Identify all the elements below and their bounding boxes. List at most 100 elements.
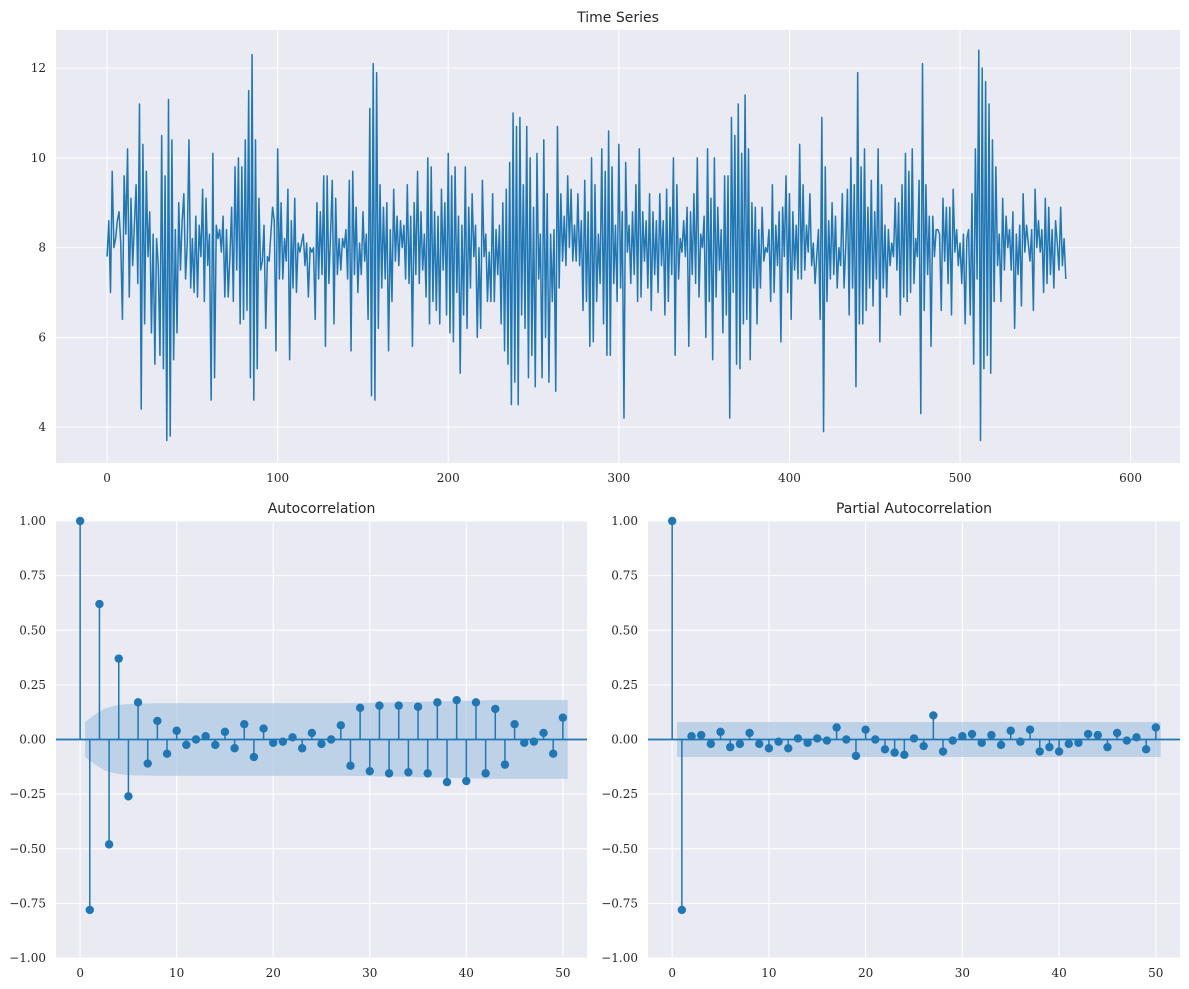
partial-autocorrelation-point bbox=[1132, 733, 1141, 742]
autocorrelation-point bbox=[491, 704, 500, 714]
autocorrelation-marks bbox=[56, 516, 587, 915]
partial-autocorrelation-point bbox=[755, 739, 764, 749]
autocorrelation-point bbox=[404, 768, 413, 777]
autocorrelation-point bbox=[278, 737, 288, 746]
autocorrelation-point bbox=[153, 716, 162, 726]
partial-autocorrelation-point bbox=[793, 734, 803, 743]
autocorrelation-point bbox=[433, 698, 442, 707]
partial-autocorrelation-point bbox=[871, 735, 880, 744]
time-series-xtick-label: 400 bbox=[778, 471, 801, 485]
autocorrelation-point bbox=[317, 739, 326, 749]
autocorrelation-point bbox=[365, 766, 374, 776]
partial-autocorrelation-xtick-label: 0 bbox=[668, 966, 676, 980]
partial-autocorrelation-point bbox=[880, 745, 890, 754]
autocorrelation-point bbox=[85, 905, 94, 915]
time-series-ytick-label: 12 bbox=[31, 61, 46, 75]
partial-autocorrelation-point bbox=[745, 728, 754, 738]
partial-autocorrelation-point bbox=[1141, 745, 1151, 754]
autocorrelation-ytick-label: −0.50 bbox=[9, 842, 46, 856]
partial-autocorrelation-point bbox=[842, 735, 851, 744]
autocorrelation-point bbox=[307, 728, 317, 738]
autocorrelation-xtick-label: 30 bbox=[362, 966, 377, 980]
autocorrelation-point bbox=[288, 733, 297, 742]
partial-autocorrelation-point bbox=[958, 732, 967, 741]
partial-autocorrelation-point bbox=[1064, 739, 1073, 749]
autocorrelation-point bbox=[500, 760, 510, 769]
partial-autocorrelation-ytick-label: 0.00 bbox=[611, 733, 638, 747]
autocorrelation-point bbox=[336, 721, 346, 730]
autocorrelation-point bbox=[95, 599, 104, 609]
autocorrelation-xtick-label: 0 bbox=[76, 966, 84, 980]
autocorrelation-xtick-label: 10 bbox=[169, 966, 184, 980]
partial-autocorrelation-point bbox=[938, 747, 948, 756]
autocorrelation-tick-labels: 0 10 20 30 40 50 −1.00 −0.75 −0.50 −0.25 0.00 0.25 0… bbox=[9, 514, 570, 980]
partial-autocorrelation-point bbox=[996, 740, 1006, 750]
time-series-ytick-label: 10 bbox=[31, 151, 46, 165]
partial-autocorrelation-ytick-label: 0.75 bbox=[611, 569, 638, 583]
partial-autocorrelation-point bbox=[667, 516, 677, 526]
autocorrelation-point bbox=[442, 777, 452, 787]
partial-autocorrelation-point bbox=[735, 739, 745, 749]
autocorrelation-ytick-label: −0.25 bbox=[9, 787, 46, 801]
autocorrelation-xtick-label: 40 bbox=[459, 966, 474, 980]
partial-autocorrelation-point bbox=[1103, 742, 1112, 752]
autocorrelation-point bbox=[394, 701, 403, 710]
partial-autocorrelation-point bbox=[1074, 738, 1083, 747]
partial-autocorrelation-point bbox=[1083, 729, 1093, 739]
time-series-title: Time Series bbox=[576, 10, 659, 26]
partial-autocorrelation-point bbox=[706, 739, 716, 749]
partial-autocorrelation-point bbox=[851, 751, 861, 761]
autocorrelation-point bbox=[375, 701, 384, 710]
partial-autocorrelation-xtick-label: 50 bbox=[1148, 966, 1163, 980]
partial-autocorrelation-point bbox=[890, 748, 899, 757]
partial-autocorrelation-point bbox=[948, 736, 957, 745]
partial-autocorrelation-point bbox=[1093, 730, 1102, 740]
autocorrelation-point bbox=[326, 735, 336, 744]
autocorrelation-point bbox=[471, 698, 481, 707]
partial-autocorrelation-point bbox=[1054, 747, 1064, 756]
autocorrelation-ytick-label: 0.50 bbox=[19, 623, 46, 637]
partial-autocorrelation-axes: 0 10 20 30 40 50 −1.00 −0.75 −0.50 −0.25 0.00 0.25 0… bbox=[601, 501, 1180, 980]
partial-autocorrelation-point bbox=[803, 738, 812, 747]
autocorrelation-ytick-label: 0.00 bbox=[19, 733, 46, 747]
time-series-ytick-label: 8 bbox=[38, 241, 46, 255]
autocorrelation-point bbox=[423, 769, 432, 778]
partial-autocorrelation-point bbox=[1025, 725, 1035, 734]
autocorrelation-point bbox=[549, 749, 558, 758]
autocorrelation-ytick-label: 0.75 bbox=[19, 569, 46, 583]
autocorrelation-point bbox=[249, 752, 259, 762]
autocorrelation-point bbox=[162, 749, 172, 758]
autocorrelation-point bbox=[520, 738, 529, 747]
autocorrelation-point bbox=[220, 727, 230, 737]
autocorrelation-title: Autocorrelation bbox=[268, 501, 376, 517]
time-series-xtick-label: 100 bbox=[266, 471, 289, 485]
partial-autocorrelation-ytick-label: −0.75 bbox=[601, 896, 638, 910]
autocorrelation-point bbox=[297, 744, 307, 753]
autocorrelation-ytick-label: −1.00 bbox=[9, 951, 46, 965]
autocorrelation-point bbox=[172, 726, 181, 735]
autocorrelation-axes: 0 10 20 30 40 50 −1.00 −0.75 −0.50 −0.25 0.00 0.25 0… bbox=[9, 501, 587, 980]
partial-autocorrelation-ytick-label: 0.25 bbox=[611, 678, 638, 692]
partial-autocorrelation-point bbox=[919, 741, 928, 751]
time-series-xtick-label: 300 bbox=[607, 471, 630, 485]
autocorrelation-point bbox=[413, 702, 423, 711]
partial-autocorrelation-xtick-label: 30 bbox=[955, 966, 970, 980]
partial-autocorrelation-point bbox=[1122, 736, 1132, 745]
partial-autocorrelation-tick-labels: 0 10 20 30 40 50 −1.00 −0.75 −0.50 −0.25 0.00 0.25 0… bbox=[601, 514, 1163, 980]
autocorrelation-xtick-label: 20 bbox=[266, 966, 281, 980]
autocorrelation-point bbox=[191, 735, 201, 744]
autocorrelation-xtick-label: 50 bbox=[555, 966, 570, 980]
time-series-marks bbox=[106, 49, 1067, 442]
time-series-tick-labels: 0 100 200 300 400 500 600 4 6 8 10 12 bbox=[31, 61, 1142, 485]
autocorrelation-point bbox=[230, 744, 239, 753]
partial-autocorrelation-point bbox=[1016, 737, 1025, 746]
partial-autocorrelation-point bbox=[832, 723, 841, 732]
autocorrelation-gridlines bbox=[56, 520, 587, 959]
partial-autocorrelation-point bbox=[697, 730, 706, 740]
partial-autocorrelation-point bbox=[909, 734, 919, 743]
autocorrelation-point bbox=[346, 761, 355, 770]
autocorrelation-ytick-label: 0.25 bbox=[19, 678, 46, 692]
autocorrelation-point bbox=[133, 698, 143, 707]
partial-autocorrelation-point bbox=[900, 750, 909, 759]
